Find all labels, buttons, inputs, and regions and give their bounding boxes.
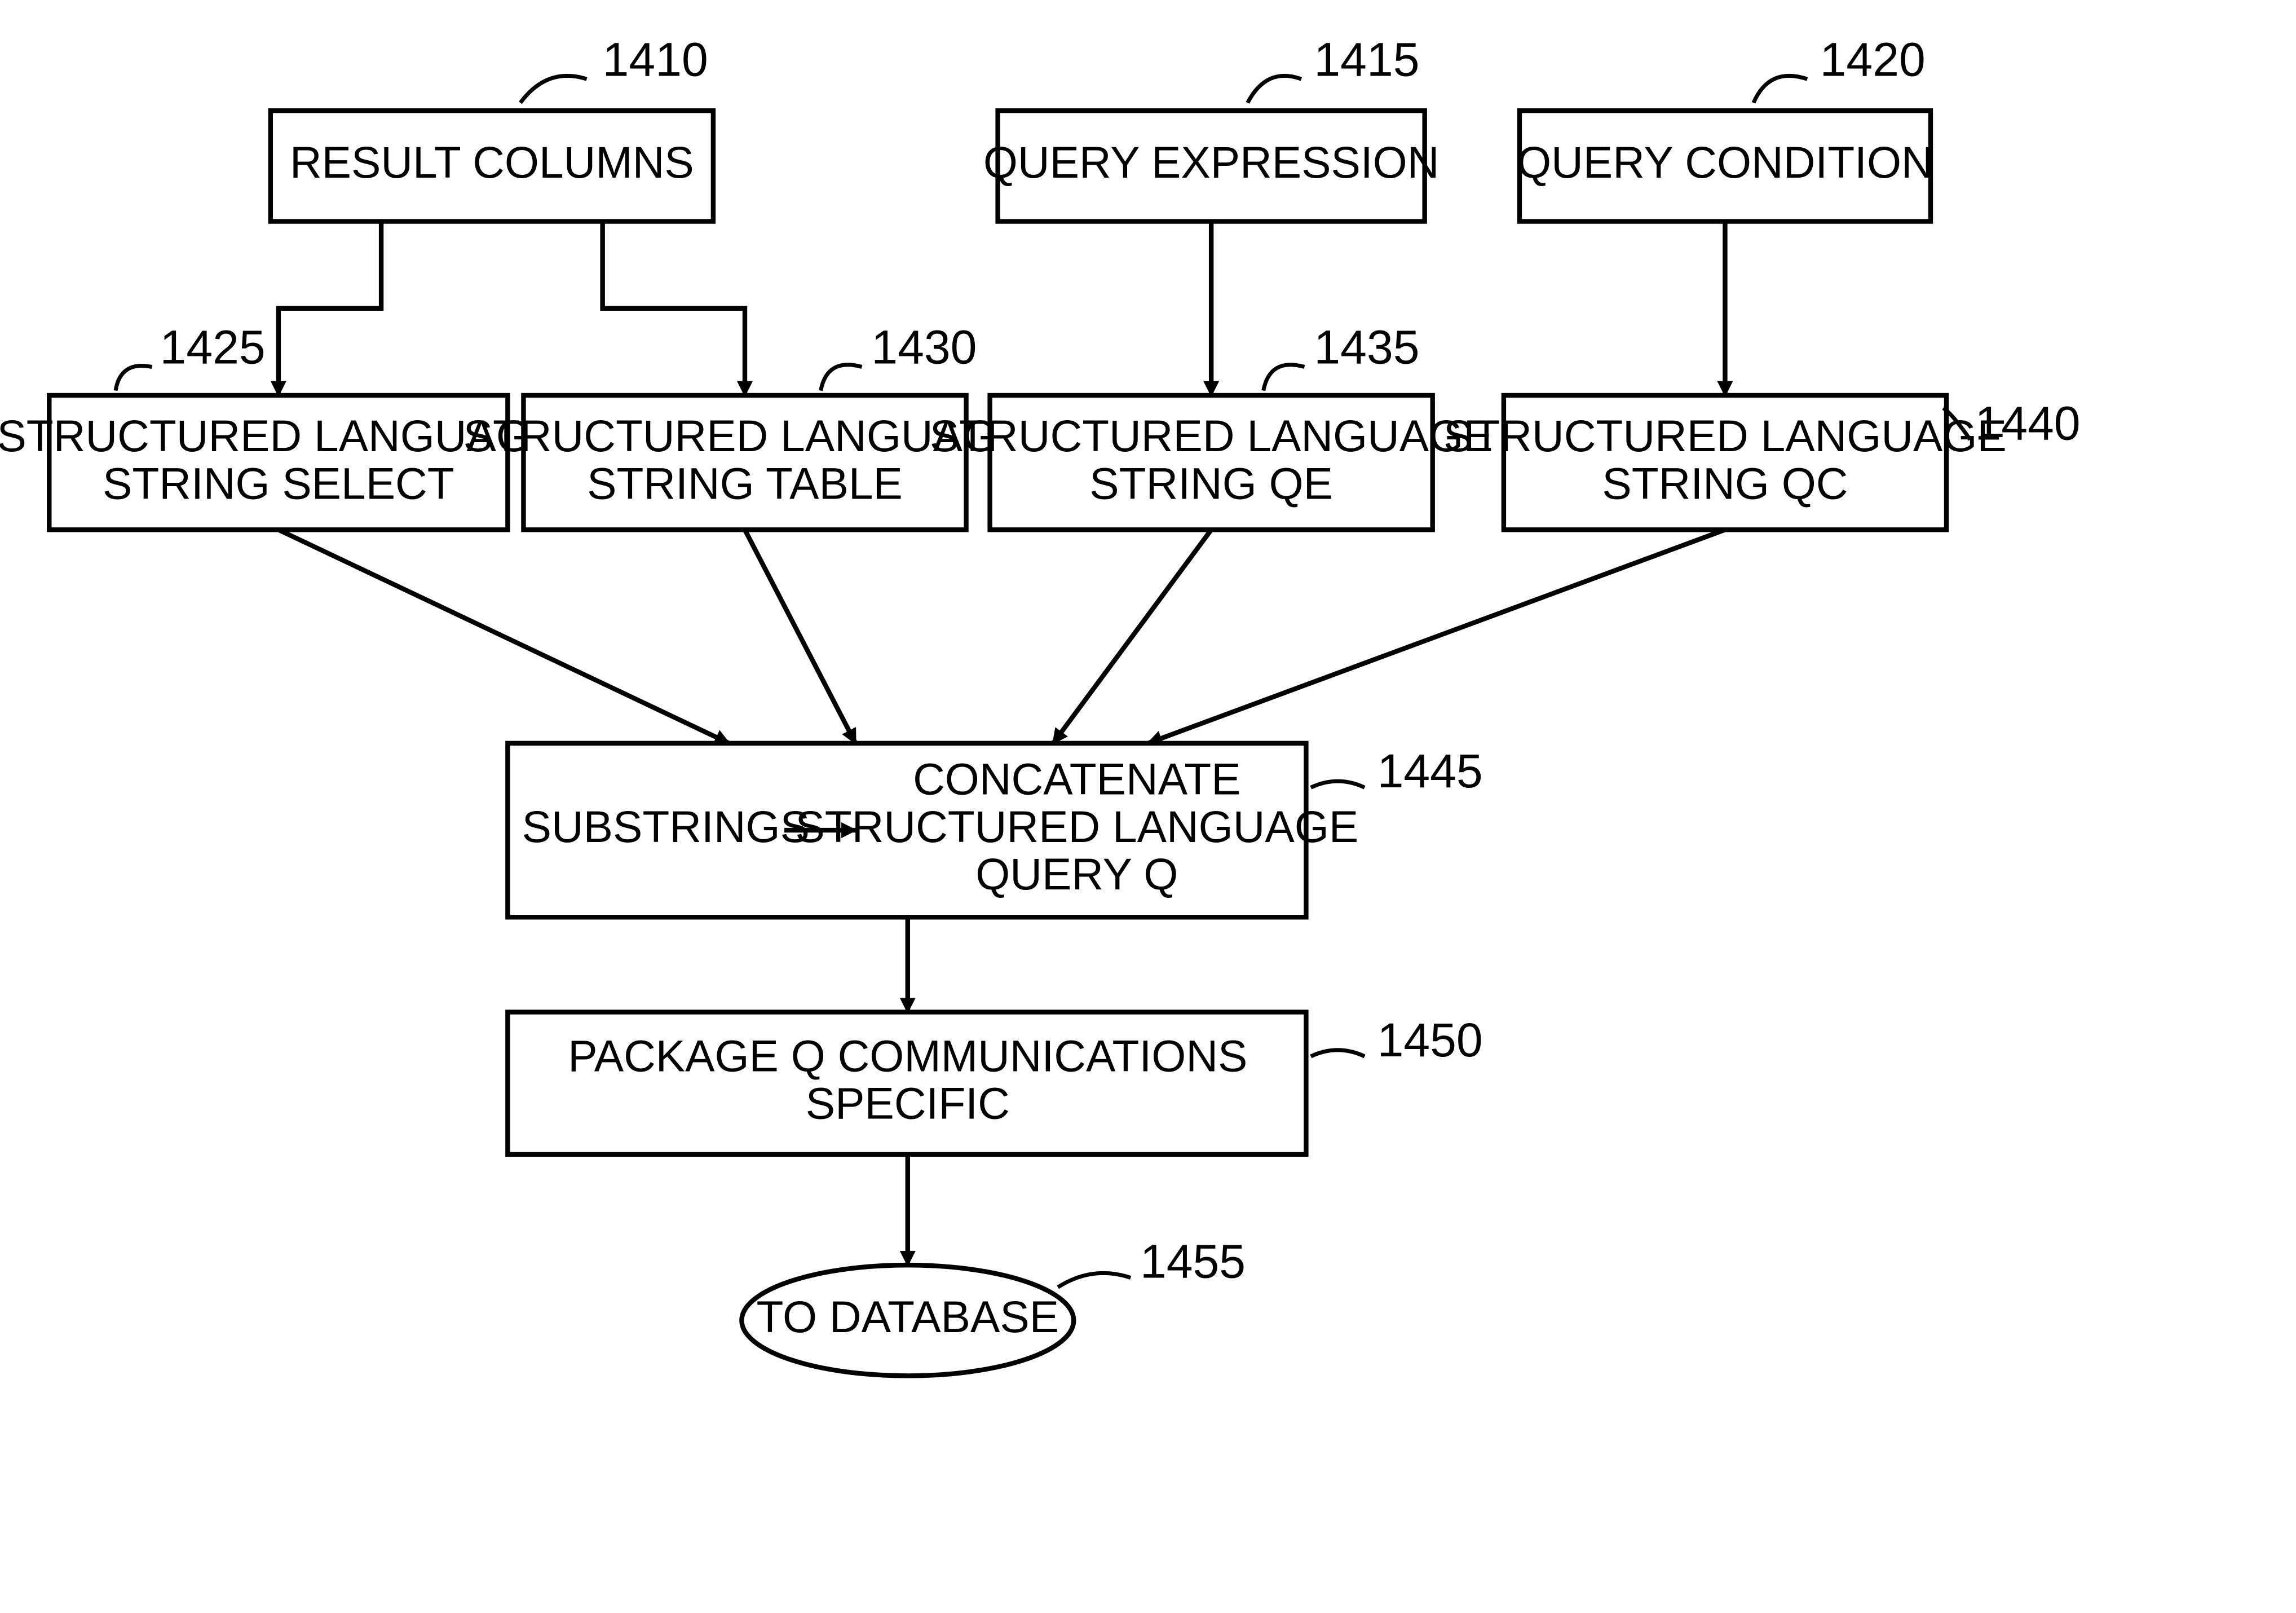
node-label: SUBSTRINGS	[522, 802, 810, 852]
node-label: STRING QC	[1602, 459, 1848, 508]
ref-label: 1455	[1140, 1235, 1246, 1288]
node-label: QUERY Q	[975, 849, 1178, 899]
node-query-expression: QUERY EXPRESSION	[983, 111, 1440, 221]
ref-label: 1445	[1377, 744, 1483, 797]
ref-label: 1425	[160, 321, 266, 374]
edge	[745, 530, 855, 743]
edge	[279, 530, 729, 743]
node-result-columns: RESULT COLUMNS	[271, 111, 713, 221]
node-label: CONCATENATE	[913, 755, 1241, 804]
node-string-qc: STRUCTURED LANGUAGE STRING QC	[1443, 395, 2007, 530]
node-label: SPECIFIC	[806, 1078, 1010, 1128]
ref-label: 1410	[603, 33, 708, 86]
node-label: STRUCTURED LANGUAGE	[930, 411, 1493, 461]
node-string-qe: STRUCTURED LANGUAGE STRING QE	[930, 395, 1493, 530]
leader-line	[1311, 781, 1365, 787]
ref-label: 1435	[1314, 321, 1419, 374]
leader-line	[116, 366, 152, 391]
node-label: STRING SELECT	[103, 459, 454, 508]
edge	[603, 222, 745, 395]
edge	[279, 222, 381, 395]
node-query-condition: QUERY CONDITION	[1517, 111, 1933, 221]
node-label: PACKAGE Q COMMUNICATIONS	[568, 1031, 1247, 1081]
node-label: STRUCTURED LANGUAGE	[1443, 411, 2007, 461]
edge	[1148, 530, 1725, 743]
ref-label: 1430	[871, 321, 977, 374]
flowchart-diagram: RESULT COLUMNS QUERY EXPRESSION QUERY CO…	[0, 0, 2296, 1613]
leader-line	[520, 76, 587, 103]
node-label: QUERY EXPRESSION	[983, 138, 1440, 187]
node-label: TO DATABASE	[757, 1292, 1059, 1342]
leader-line	[1248, 76, 1301, 103]
node-label: STRING QE	[1089, 459, 1333, 508]
ref-label: 1440	[1975, 396, 2080, 449]
node-label: QUERY CONDITION	[1517, 138, 1933, 187]
leader-line	[1058, 1273, 1131, 1287]
ref-label: 1420	[1820, 33, 1926, 86]
leader-line	[1754, 76, 1807, 103]
leader-line	[821, 365, 862, 391]
edge	[1053, 530, 1211, 743]
node-package: PACKAGE Q COMMUNICATIONS SPECIFIC	[507, 1012, 1306, 1154]
ref-label: 1415	[1314, 33, 1419, 86]
node-label: RESULT COLUMNS	[290, 138, 694, 187]
leader-line	[1264, 365, 1305, 391]
node-label: STRING TABLE	[587, 459, 903, 508]
ref-label: 1450	[1377, 1013, 1483, 1066]
node-to-database: TO DATABASE	[741, 1265, 1074, 1376]
leader-line	[1311, 1050, 1365, 1056]
node-label: STRUCTURED LANGUAGE	[795, 802, 1358, 852]
node-concatenate: SUBSTRINGS CONCATENATE STRUCTURED LANGUA…	[507, 743, 1358, 917]
